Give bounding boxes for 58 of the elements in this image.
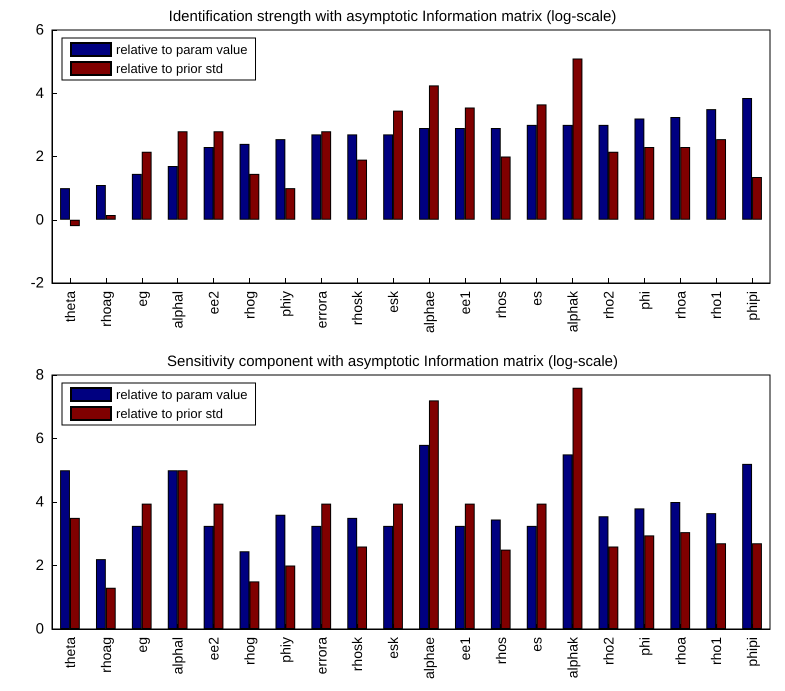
x-tick-label: theta (62, 636, 78, 668)
x-tick-label: rho1 (708, 290, 724, 320)
y-tick-label: 4 (36, 494, 44, 510)
y-tick-label: 6 (36, 22, 44, 38)
legend-label: relative to prior std (116, 61, 223, 76)
x-tick-label: rhoa (672, 636, 688, 666)
x-tick-label: rhoa (672, 290, 688, 320)
x-tick-label: rho2 (600, 636, 616, 666)
legend-label: relative to param value (116, 42, 248, 57)
x-tick-label: rhoag (98, 291, 114, 327)
x-tick-label: ee2 (206, 290, 222, 314)
x-tick-label: phi (636, 291, 652, 310)
x-tick-label: phiy (277, 637, 294, 663)
x-tick-label: alphae (420, 636, 437, 680)
x-tick-label: ee1 (456, 636, 473, 660)
y-tick-label: 4 (36, 84, 44, 102)
x-tick-label: rho2 (600, 290, 616, 320)
y-tick-label: 8 (36, 366, 44, 384)
x-tick-label: rhoag (98, 637, 114, 673)
x-tick-label: rhog (241, 291, 258, 320)
bar (70, 220, 80, 226)
y-tick-label: 2 (36, 148, 44, 165)
y-tick-label: 6 (36, 430, 44, 447)
x-tick-label: alphae (420, 290, 437, 334)
x-tick-label: rhosk (349, 290, 366, 326)
x-tick-label: phi (636, 637, 652, 656)
x-tick-label: eg (134, 291, 150, 307)
x-tick-label: theta (62, 290, 78, 322)
x-tick-label: esk (385, 290, 402, 313)
chart-title: Identification strength with asymptotic Information matrix (log-scale) (168, 8, 616, 25)
x-tick-label: alphak (564, 290, 581, 332)
chart-title: Sensitivity component with asymptotic Information matrix (log-scale) (167, 353, 618, 370)
y-tick-label: 0 (36, 211, 44, 228)
x-tick-label: es (528, 637, 545, 652)
x-tick-label: phiy (277, 291, 294, 317)
x-tick-label: errora (313, 636, 330, 674)
x-tick-label: alphak (564, 636, 581, 678)
x-tick-label: alphal (170, 637, 186, 674)
x-tick-label: ee1 (456, 290, 473, 314)
legend-label: relative to param value (116, 387, 248, 402)
x-tick-label: alphal (170, 291, 186, 328)
legend-label: relative to prior std (116, 406, 223, 421)
y-tick-label: 0 (36, 620, 44, 638)
x-tick-label: errora (313, 290, 330, 328)
x-tick-label: esk (385, 636, 402, 659)
x-tick-label: rho1 (708, 636, 724, 666)
y-tick-label: -2 (30, 274, 44, 292)
bar (60, 188, 70, 220)
x-tick-label: eg (134, 637, 150, 653)
x-tick-label: rhog (241, 637, 258, 666)
x-tick-label: es (528, 291, 545, 306)
x-tick-label: rhos (492, 291, 509, 318)
x-tick-label: rhosk (349, 636, 366, 672)
x-tick-label: phipi (744, 291, 760, 321)
x-tick-label: rhos (492, 637, 509, 664)
x-tick-label: ee2 (206, 636, 222, 660)
x-tick-label: phipi (744, 637, 760, 667)
y-tick-label: 2 (36, 557, 44, 574)
